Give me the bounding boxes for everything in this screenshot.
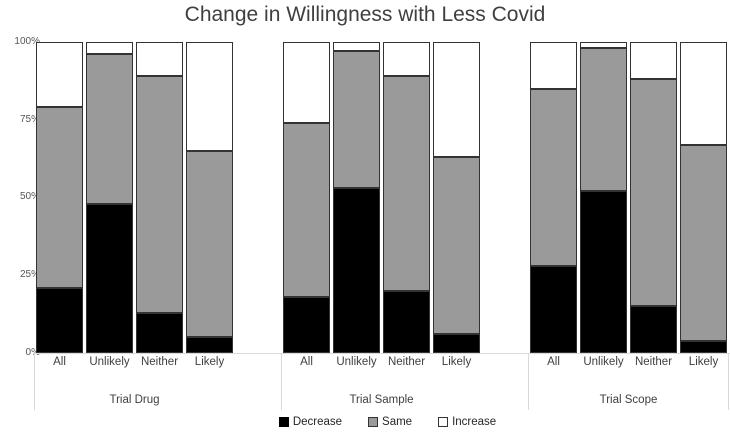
segment-decrease (433, 334, 480, 353)
segment-decrease (186, 337, 233, 353)
category-label: Neither (387, 356, 426, 368)
category-label: Unlikely (89, 356, 130, 368)
y-axis-tick-0: 0% (25, 347, 40, 358)
category-label: Unlikely (583, 356, 624, 368)
segment-decrease (680, 340, 727, 353)
panel-trial-sample: All Unlikely Neither Likely Trial Sample (283, 42, 480, 422)
bars-area (530, 42, 727, 353)
category-row: All Unlikely Neither Likely (283, 356, 480, 368)
legend-item-same: Same (368, 416, 412, 428)
group-label-trial-scope: Trial Scope (599, 394, 658, 406)
category-row: All Unlikely Neither Likely (36, 356, 233, 368)
stacked-bar-all (36, 42, 83, 353)
segment-increase (530, 42, 577, 89)
legend-label-increase: Increase (452, 416, 497, 428)
segment-increase (136, 42, 183, 77)
category-row: All Unlikely Neither Likely (530, 356, 727, 368)
chart-title: Change in Willingness with Less Covid (184, 3, 546, 26)
stacked-bar-likely (433, 42, 480, 353)
segment-same (433, 157, 480, 335)
group-label-trial-drug: Trial Drug (109, 394, 160, 406)
y-axis-tick-75: 75% (19, 114, 40, 125)
legend-item-increase: Increase (438, 416, 496, 428)
stacked-bar-unlikely (333, 42, 380, 353)
segment-increase (86, 42, 133, 55)
legend-item-decrease: Decrease (278, 416, 343, 428)
segment-decrease (383, 290, 430, 353)
segment-increase (580, 42, 627, 49)
group-separator (728, 353, 729, 410)
stacked-bar-likely (680, 42, 727, 353)
panel-trial-scope: All Unlikely Neither Likely Trial Scope (530, 42, 727, 422)
segment-increase (333, 42, 380, 52)
stacked-bar-neither (136, 42, 183, 353)
stacked-bar-all (283, 42, 330, 353)
bars-area (36, 42, 233, 353)
stacked-bar-unlikely (580, 42, 627, 353)
category-label: Neither (140, 356, 179, 368)
category-label: All (547, 356, 560, 368)
segment-same (630, 79, 677, 307)
group-separator (528, 353, 529, 410)
segment-increase (186, 42, 233, 151)
stacked-bar-neither (383, 42, 430, 353)
segment-same (283, 122, 330, 298)
stacked-bar-neither (630, 42, 677, 353)
increase-swatch (438, 417, 449, 427)
category-label: Likely (441, 356, 472, 368)
segment-decrease (283, 297, 330, 353)
segment-same (333, 51, 380, 189)
segment-decrease (580, 191, 627, 353)
segment-same (36, 107, 83, 288)
segment-decrease (136, 312, 183, 353)
stacked-bar-all (530, 42, 577, 353)
segment-increase (383, 42, 430, 77)
segment-same (383, 76, 430, 291)
segment-decrease (86, 203, 133, 353)
segment-decrease (333, 188, 380, 353)
category-label: Likely (688, 356, 719, 368)
stacked-bar-unlikely (86, 42, 133, 353)
panel-trial-drug: All Unlikely Neither Likely Trial Drug (36, 42, 233, 422)
segment-increase (680, 42, 727, 145)
legend-label-decrease: Decrease (292, 416, 343, 428)
segment-decrease (530, 265, 577, 353)
category-label: All (300, 356, 313, 368)
same-swatch (368, 417, 379, 427)
segment-increase (36, 42, 83, 108)
segment-same (86, 54, 133, 204)
segment-same (186, 150, 233, 338)
segment-same (680, 144, 727, 341)
segment-same (530, 88, 577, 266)
y-axis-tick-100: 100% (14, 36, 40, 47)
group-separator (34, 353, 35, 410)
category-label: Likely (194, 356, 225, 368)
legend: Decrease Same Increase (45, 416, 730, 428)
segment-decrease (630, 306, 677, 353)
segment-same (580, 48, 627, 192)
segment-decrease (36, 287, 83, 353)
segment-increase (630, 42, 677, 80)
segment-increase (283, 42, 330, 123)
segment-increase (433, 42, 480, 158)
decrease-swatch (278, 417, 289, 427)
segment-same (136, 76, 183, 313)
legend-label-same: Same (382, 416, 413, 428)
stacked-bar-likely (186, 42, 233, 353)
category-label: All (53, 356, 66, 368)
category-label: Neither (634, 356, 673, 368)
y-axis-tick-25: 25% (19, 269, 40, 280)
group-label-trial-sample: Trial Sample (349, 394, 414, 406)
y-axis-tick-50: 50% (19, 191, 40, 202)
bars-area (283, 42, 480, 353)
category-label: Unlikely (336, 356, 377, 368)
group-separator (281, 353, 282, 410)
x-axis-line (34, 353, 730, 354)
